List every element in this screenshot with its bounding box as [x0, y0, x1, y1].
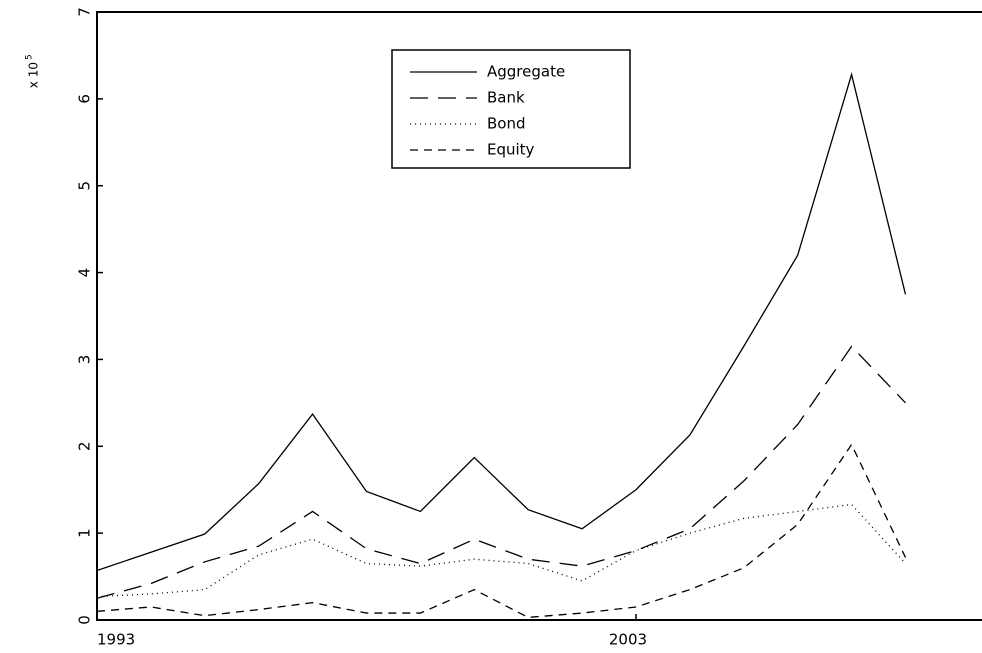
legend-label: Bank	[487, 89, 525, 107]
y-label: x 10	[27, 62, 41, 88]
x-tick-label: 2003	[609, 631, 647, 649]
y-label-exponent: 5	[25, 54, 35, 60]
y-tick-label: 4	[76, 268, 94, 278]
legend-label: Equity	[487, 141, 535, 159]
y-tick-label: 0	[76, 615, 94, 625]
legend-label: Bond	[487, 115, 526, 133]
legend-box	[391, 49, 631, 169]
legend: Aggregate Bank Bond Equity	[391, 49, 631, 169]
y-tick-label: 5	[76, 181, 94, 191]
y-tick-label: 3	[76, 355, 94, 365]
y-tick-label: 7	[76, 7, 94, 17]
axis-frame	[96, 11, 982, 621]
y-tick-label: 6	[76, 94, 94, 104]
series-line	[96, 72, 907, 572]
y-tick-label: 2	[76, 442, 94, 452]
series-line	[96, 345, 906, 599]
series-line	[96, 443, 907, 619]
y-label-group: x 10 5	[25, 54, 41, 88]
series-line	[96, 503, 906, 598]
x-tick-label: 1993	[97, 631, 135, 649]
y-tick-label: 1	[76, 528, 94, 538]
legend-label: Aggregate	[487, 63, 565, 81]
